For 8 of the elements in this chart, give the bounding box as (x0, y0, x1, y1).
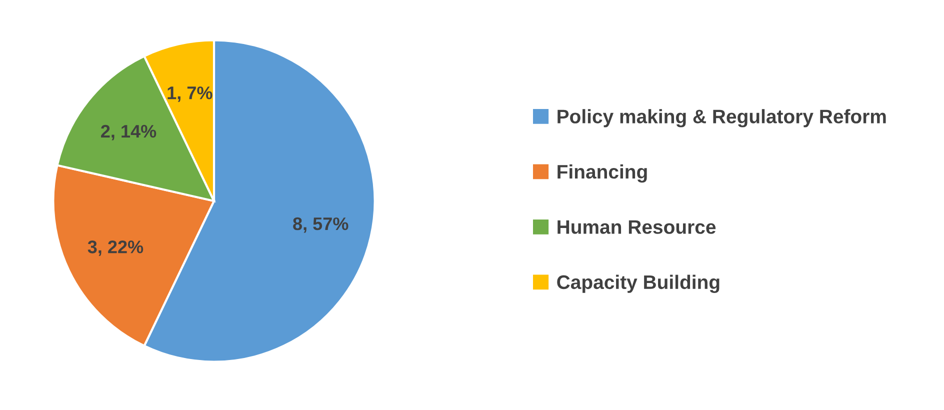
data-label: 1, 7% (168, 86, 212, 102)
data-label: 8, 57% (293, 217, 348, 233)
data-label: 2, 14% (101, 124, 156, 140)
data-label: 3, 22% (88, 240, 144, 256)
legend-label: Human Resource (558, 220, 716, 234)
legend-label: Financing (558, 164, 647, 183)
legend-label: Capacity Building (557, 274, 720, 294)
legend-label: Policy making & Regulatory Reform (558, 109, 886, 128)
